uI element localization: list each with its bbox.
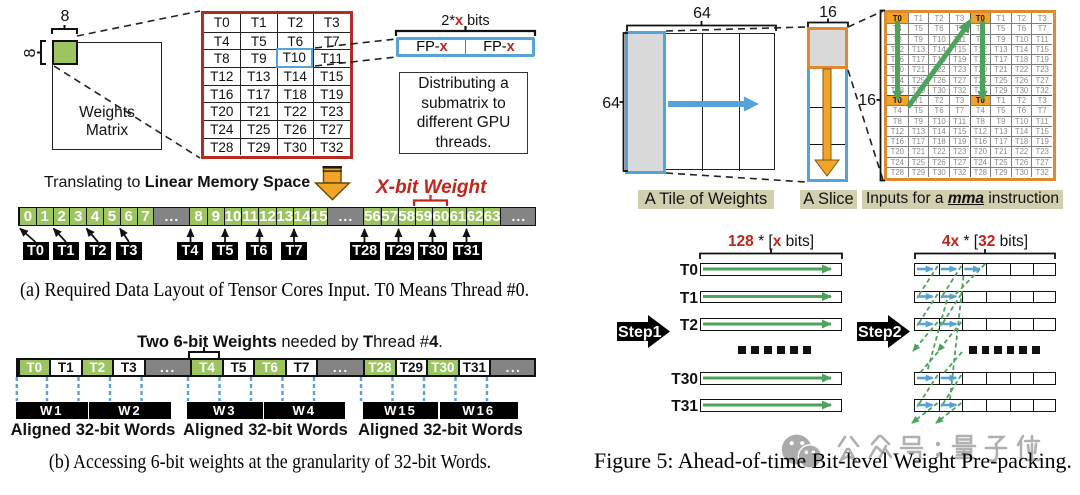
svg-text:Step2: Step2 [858,324,902,341]
svg-text:Step1: Step1 [618,324,662,341]
